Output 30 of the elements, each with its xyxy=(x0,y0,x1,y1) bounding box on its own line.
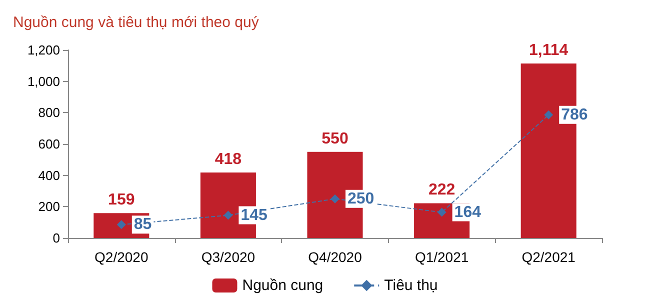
data-label: 1,114 xyxy=(529,42,568,59)
data-label: 145 xyxy=(240,206,268,224)
y-tick-label: 0 xyxy=(52,230,60,246)
data-label: 250 xyxy=(348,190,374,208)
y-tick-label: 1,200 xyxy=(27,42,60,58)
point xyxy=(437,208,446,217)
data-label: 786 xyxy=(561,106,588,124)
x-tick-label: Q2/2020 xyxy=(94,249,148,265)
x-tick-label: Q4/2020 xyxy=(308,249,362,265)
x-tick-label: Q3/2020 xyxy=(201,249,256,265)
chart-title: Nguồn cung và tiêu thụ mới theo quý xyxy=(13,14,260,31)
x-tick-label: Q2/2021 xyxy=(522,249,576,265)
data-label: 550 xyxy=(322,130,348,148)
point xyxy=(224,210,233,220)
data-label: 222 xyxy=(428,182,456,199)
y-tick-label: 200 xyxy=(38,199,60,214)
legend-label: Nguồn cung xyxy=(242,277,324,294)
y-tick-label: 400 xyxy=(38,168,60,183)
y-tick-label: 800 xyxy=(38,105,60,120)
data-label: 159 xyxy=(108,192,135,209)
x-tick-label: Q1/2021 xyxy=(414,249,469,265)
y-tick-label: 1,000 xyxy=(27,74,60,89)
point xyxy=(544,110,554,120)
data-label: 85 xyxy=(134,216,152,234)
data-label: 164 xyxy=(454,204,482,221)
y-tick-label: 600 xyxy=(38,136,60,152)
point xyxy=(330,194,340,204)
legend-label: Tiêu thụ xyxy=(384,277,438,294)
data-label: 418 xyxy=(214,151,242,168)
point xyxy=(116,220,126,230)
